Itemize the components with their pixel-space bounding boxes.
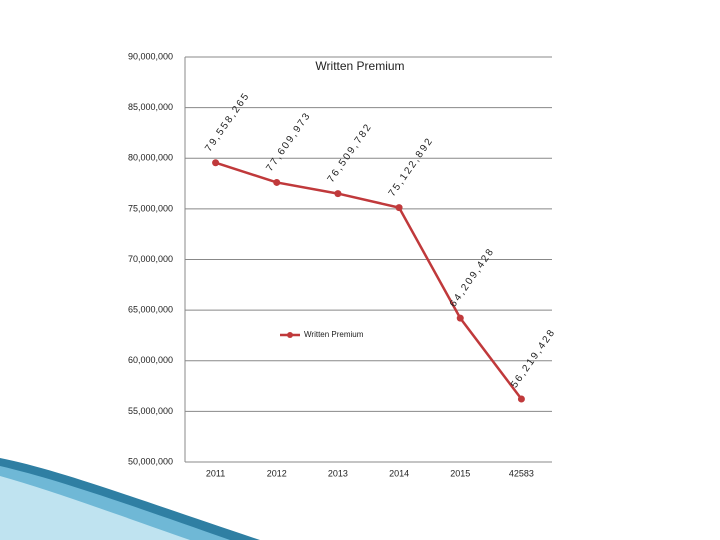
y-tick-label: 65,000,000 [128, 305, 173, 315]
x-tick-label: 2015 [450, 468, 470, 478]
data-point [334, 190, 342, 198]
data-point [273, 178, 281, 186]
data-label: 56,219,428 [509, 327, 558, 391]
chart-title: Written Premium [315, 59, 404, 73]
data-point [456, 314, 464, 322]
data-point [517, 395, 525, 403]
data-point [395, 204, 403, 212]
y-tick-label: 55,000,000 [128, 406, 173, 416]
data-line [215, 161, 523, 400]
y-tick-label: 80,000,000 [128, 153, 173, 163]
x-tick-label: 2012 [267, 468, 287, 478]
y-tick-label: 85,000,000 [128, 102, 173, 112]
legend-label: Written Premium [304, 330, 364, 339]
swoosh [0, 476, 190, 540]
data-point [212, 159, 220, 167]
decoration [0, 458, 260, 540]
data-label: 75,122,892 [387, 135, 436, 199]
y-tick-label: 70,000,000 [128, 254, 173, 264]
x-tick-label: 42583 [509, 468, 534, 478]
y-tick-label: 60,000,000 [128, 355, 173, 365]
data-label: 77,609,973 [264, 110, 313, 174]
x-tick-label: 2013 [328, 468, 348, 478]
data-label: 79,558,265 [203, 90, 252, 154]
data-label: 76,509,782 [326, 121, 375, 185]
x-tick-label: 2011 [206, 468, 225, 478]
legend-marker [287, 332, 293, 338]
data-label: 64,209,428 [448, 246, 497, 310]
y-tick-label: 50,000,000 [128, 456, 173, 466]
x-tick-label: 2014 [389, 468, 409, 478]
y-tick-label: 90,000,000 [128, 51, 173, 61]
y-tick-label: 75,000,000 [128, 203, 173, 213]
